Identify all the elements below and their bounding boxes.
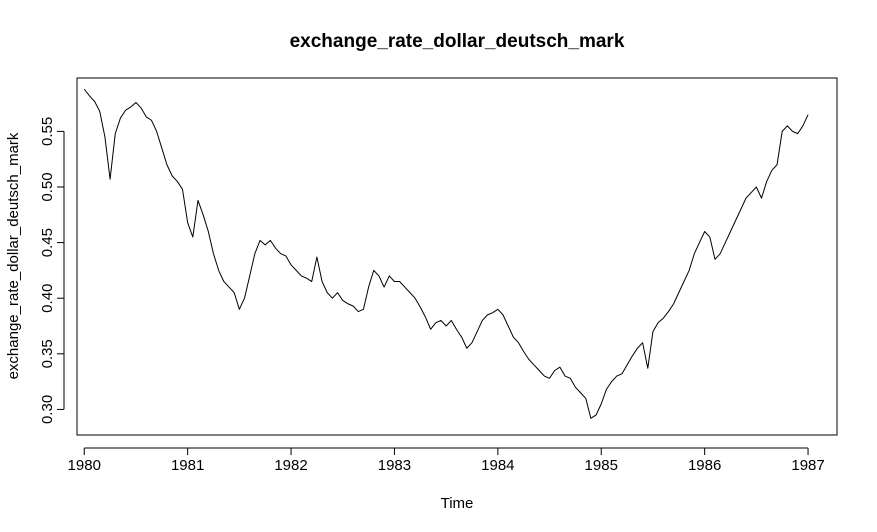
x-tick-label: 1986 — [688, 457, 721, 474]
y-axis: 0.30 0.35 0.40 0.45 0.50 0.55 — [39, 117, 65, 424]
x-tick-label: 1983 — [378, 457, 411, 474]
plot-frame — [76, 77, 838, 436]
y-tick-label: 0.35 — [39, 339, 56, 368]
y-tick-label: 0.50 — [39, 172, 56, 201]
plot-area — [76, 77, 838, 436]
y-tick-label: 0.30 — [39, 395, 56, 424]
y-axis-label: exchange_rate_dollar_deutsch_mark — [5, 132, 22, 379]
y-tick-label: 0.55 — [39, 117, 56, 146]
x-tick-label: 1984 — [481, 457, 514, 474]
x-tick-label: 1980 — [68, 457, 101, 474]
x-tick-label: 1987 — [791, 457, 824, 474]
x-axis-label: Time — [441, 495, 474, 512]
y-tick-label: 0.40 — [39, 284, 56, 313]
x-tick-label: 1985 — [585, 457, 618, 474]
series-line — [83, 88, 809, 419]
x-tick-label: 1981 — [171, 457, 204, 474]
x-tick-label: 1982 — [274, 457, 307, 474]
x-axis: 1980 1981 1982 1983 1984 1985 1986 1987 — [68, 447, 825, 474]
y-tick-label: 0.45 — [39, 228, 56, 257]
chart-title: exchange_rate_dollar_deutsch_mark — [290, 31, 625, 52]
